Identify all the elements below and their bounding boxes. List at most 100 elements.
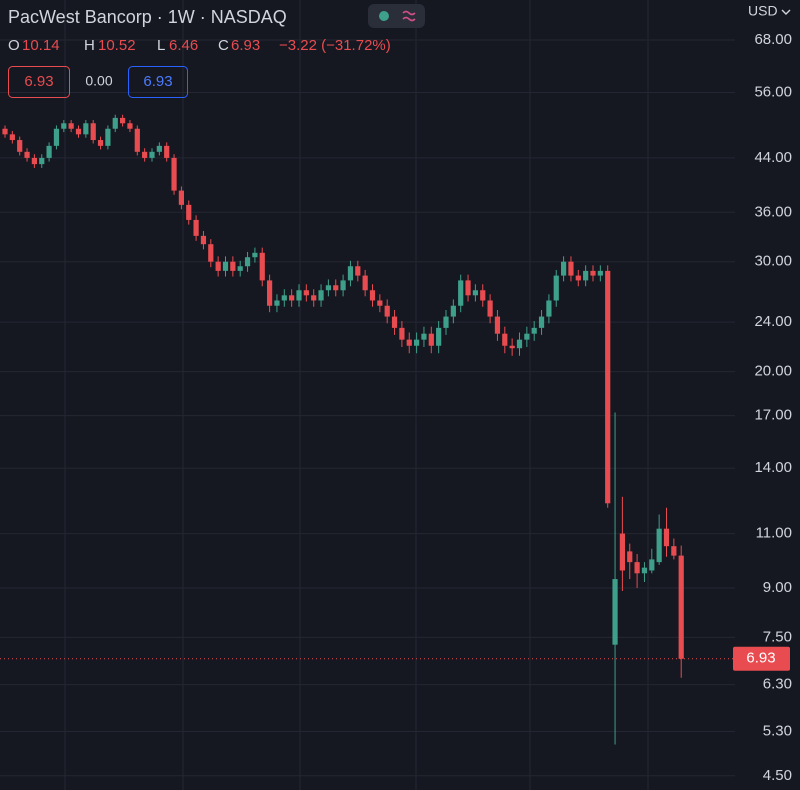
buy-price: 6.93 xyxy=(143,73,172,90)
candle-body xyxy=(75,128,82,135)
candle-body xyxy=(384,305,390,317)
candle-body xyxy=(222,261,229,271)
candle-body xyxy=(575,275,581,281)
candle-body xyxy=(347,266,354,281)
candle-body xyxy=(200,235,207,245)
y-tick-label: 11.00 xyxy=(756,525,792,542)
candle-body xyxy=(428,333,434,346)
candle-body xyxy=(671,546,677,556)
candle-body xyxy=(619,533,625,571)
candle-body xyxy=(120,117,126,124)
sell-box[interactable] xyxy=(8,66,70,98)
y-tick-label: 5.30 xyxy=(763,722,792,739)
candle-body xyxy=(465,280,471,296)
candle-body xyxy=(391,316,398,328)
y-tick-label: 17.00 xyxy=(754,407,792,424)
y-tick-label: 20.00 xyxy=(754,363,792,380)
candle-body xyxy=(472,290,478,296)
y-tick-label: 6.30 xyxy=(763,676,792,693)
candle-body xyxy=(450,305,456,317)
candle-body xyxy=(267,280,273,306)
low-label: L xyxy=(157,37,165,54)
candle-body xyxy=(663,528,670,547)
candle-body xyxy=(538,316,545,328)
candle-body xyxy=(142,151,148,158)
overlay: 4.50 5.30 6.30 7.50 9.00 11.00 14.00 17.00 20.00… xyxy=(0,31,792,784)
candle-body xyxy=(656,528,662,563)
y-tick-label: 4.50 xyxy=(763,767,792,784)
candle-body xyxy=(289,295,295,301)
candle-body xyxy=(252,252,258,258)
candle-body xyxy=(597,270,603,276)
last-price-label: 6.93 xyxy=(746,650,775,667)
candle-body xyxy=(39,157,45,165)
candle-body xyxy=(369,290,376,301)
y-tick-label: 56.00 xyxy=(754,84,792,101)
candle-body xyxy=(325,285,331,291)
open-value: 10.14 xyxy=(22,37,60,54)
candle-body xyxy=(502,333,508,346)
candle-body xyxy=(480,290,486,301)
buy-box[interactable] xyxy=(128,66,188,98)
candle-body xyxy=(641,567,648,574)
change: −3.22 (−31.72%) xyxy=(279,37,391,54)
candles xyxy=(2,114,684,745)
candle-body xyxy=(193,219,199,236)
candle-body xyxy=(546,300,552,317)
candle-body xyxy=(487,300,493,317)
candle-body xyxy=(303,290,309,296)
status-button[interactable] xyxy=(368,4,425,28)
symbol-title: PacWest Bancorp · 1W · NASDAQ xyxy=(8,7,287,27)
candle-body xyxy=(17,140,23,152)
y-tick-label: 9.00 xyxy=(763,579,792,596)
candle-body xyxy=(112,117,118,129)
candle-body xyxy=(61,123,67,129)
candle-body xyxy=(531,327,537,334)
close-value: 6.93 xyxy=(231,37,260,54)
candle-body xyxy=(399,327,405,340)
candle-body xyxy=(53,128,60,146)
candle-body xyxy=(274,300,280,306)
candle-body xyxy=(208,244,214,262)
y-tick-label: 36.00 xyxy=(754,203,792,220)
candle-body xyxy=(612,579,618,645)
candle-body xyxy=(215,261,221,271)
candle-body xyxy=(2,128,8,135)
candle-body xyxy=(105,128,111,146)
candle-body xyxy=(649,559,655,571)
candle-body xyxy=(178,190,184,205)
candle-body xyxy=(244,257,251,267)
candle-body xyxy=(31,157,37,165)
candle-body xyxy=(230,261,236,271)
candle-body xyxy=(171,157,177,191)
spread: 0.00 xyxy=(85,73,112,89)
close-label: C xyxy=(218,37,229,54)
candle-body xyxy=(9,134,15,141)
candle-body xyxy=(237,266,243,271)
candle-body xyxy=(259,252,265,281)
candle-body xyxy=(568,261,574,276)
last-price-tag xyxy=(733,646,790,671)
candle-body xyxy=(340,280,346,291)
candle-body xyxy=(83,123,89,135)
candle-body xyxy=(377,300,383,306)
candle-body xyxy=(318,290,324,301)
candle-body xyxy=(311,295,317,301)
candle-body xyxy=(355,266,361,276)
candle-body xyxy=(590,270,596,276)
candle-body xyxy=(678,555,684,659)
currency[interactable]: USD xyxy=(748,3,778,19)
candle-body xyxy=(414,339,420,346)
y-tick-label: 14.00 xyxy=(754,459,792,476)
candle-body xyxy=(516,339,523,349)
candle-body xyxy=(24,151,30,158)
candle-body xyxy=(296,290,302,301)
y-tick-label: 44.00 xyxy=(754,149,792,166)
high-value: 10.52 xyxy=(98,37,136,54)
candle-body xyxy=(134,128,140,152)
candle-body xyxy=(436,327,442,346)
candle-body xyxy=(46,145,52,158)
sell-price: 6.93 xyxy=(24,73,53,90)
